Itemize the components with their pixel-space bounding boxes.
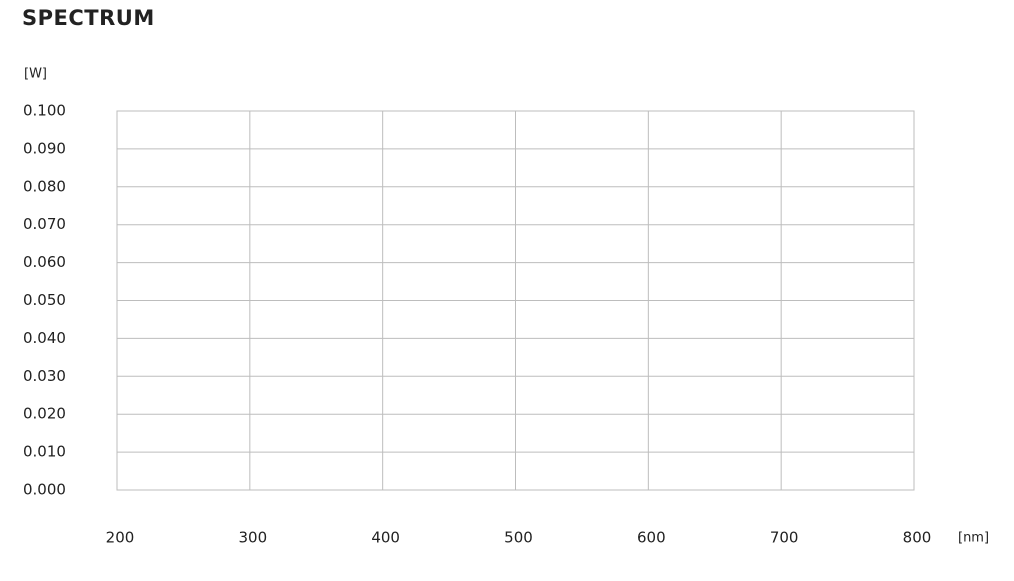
y-tick-label: 0.040 xyxy=(23,329,66,347)
y-tick-label: 0.050 xyxy=(23,291,66,309)
x-tick-label: 300 xyxy=(239,529,268,547)
y-axis-label: [W] xyxy=(24,67,47,82)
y-tick-label: 0.070 xyxy=(23,215,66,233)
x-tick-label: 600 xyxy=(637,529,666,547)
x-tick-label: 800 xyxy=(903,529,932,547)
y-tick-label: 0.090 xyxy=(23,139,66,157)
x-tick-label: 400 xyxy=(371,529,400,547)
y-tick-label: 0.010 xyxy=(23,443,66,461)
x-tick-label: 700 xyxy=(770,529,799,547)
y-tick-label: 0.060 xyxy=(23,253,66,271)
y-tick-label: 0.000 xyxy=(23,481,66,499)
x-tick-label: 500 xyxy=(504,529,533,547)
chart-title: SPECTRUM xyxy=(22,6,155,30)
y-tick-label: 0.100 xyxy=(23,102,66,120)
x-axis-label: [nm] xyxy=(958,531,989,546)
y-tick-label: 0.080 xyxy=(23,177,66,195)
x-tick-label: 200 xyxy=(106,529,135,547)
y-tick-label: 0.020 xyxy=(23,405,66,423)
y-tick-label: 0.030 xyxy=(23,367,66,385)
